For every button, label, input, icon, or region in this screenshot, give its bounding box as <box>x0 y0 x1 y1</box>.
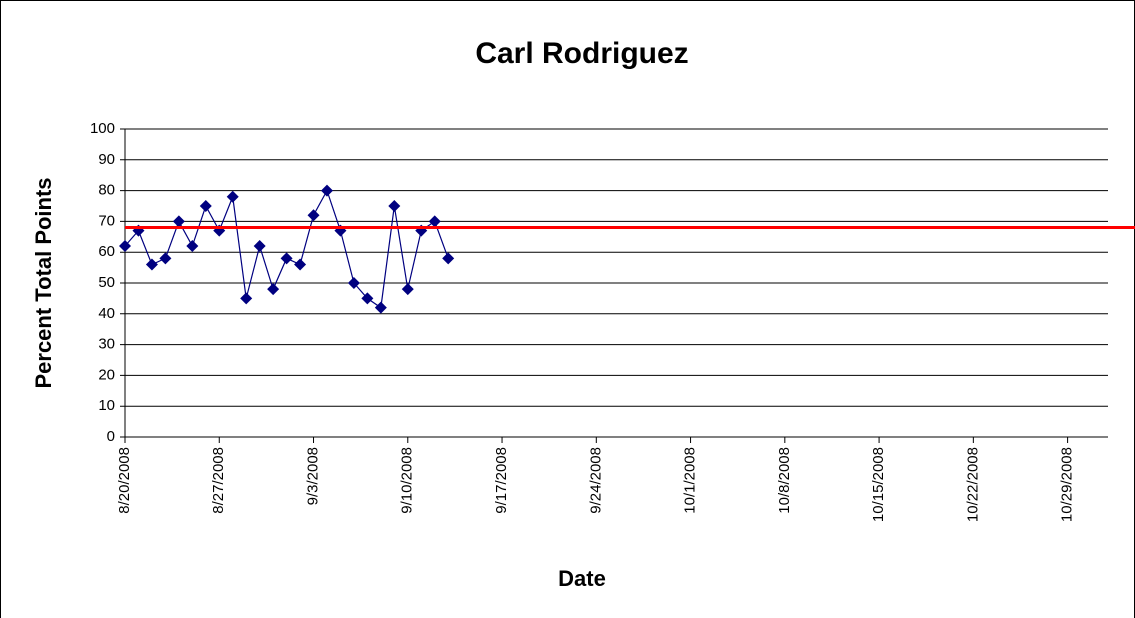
x-tick-label: 10/8/2008 <box>776 447 793 514</box>
x-tick-label: 9/10/2008 <box>399 447 416 514</box>
y-tick-label: 70 <box>98 212 115 229</box>
y-tick-label: 30 <box>98 336 115 353</box>
data-point <box>267 283 280 296</box>
data-point <box>186 240 199 253</box>
data-point <box>388 200 401 212</box>
x-tick-label: 8/27/2008 <box>210 447 227 514</box>
y-tick-label: 90 <box>98 151 115 168</box>
data-point <box>145 258 158 271</box>
data-point <box>361 292 374 305</box>
data-point <box>240 292 253 305</box>
data-point <box>199 200 212 212</box>
y-tick-label: 60 <box>98 243 115 260</box>
y-tick-label: 20 <box>98 366 115 383</box>
data-point <box>401 283 414 296</box>
data-point <box>294 258 307 271</box>
x-tick-label: 8/20/2008 <box>116 447 133 514</box>
y-tick-label: 50 <box>98 274 115 291</box>
x-tick-label: 9/17/2008 <box>493 447 510 514</box>
series-line <box>124 189 449 309</box>
data-point <box>119 240 131 253</box>
data-point <box>374 301 387 314</box>
y-tick-label: 80 <box>98 182 115 199</box>
data-point <box>226 190 239 203</box>
y-axis-label: Percent Total Points <box>31 177 56 388</box>
data-point <box>253 240 266 253</box>
data-point <box>442 252 455 265</box>
x-axis-label: Date <box>558 566 606 591</box>
x-tick-label: 9/3/2008 <box>304 447 321 505</box>
y-tick-label: 40 <box>98 305 115 322</box>
data-point <box>307 209 320 222</box>
data-point <box>320 184 333 197</box>
x-tick-label: 10/22/2008 <box>964 447 981 522</box>
y-tick-label: 0 <box>107 428 115 445</box>
x-tick-label: 9/24/2008 <box>587 447 604 514</box>
data-point <box>347 277 360 289</box>
data-point <box>159 252 172 265</box>
data-point <box>428 215 441 228</box>
chart-title: Carl Rodriguez <box>475 37 688 70</box>
data-point <box>280 252 293 265</box>
data-point <box>172 215 185 228</box>
x-tick-label: 10/29/2008 <box>1059 447 1076 522</box>
x-tick-label: 10/1/2008 <box>682 447 699 514</box>
y-tick-label: 100 <box>90 120 115 137</box>
x-tick-label: 10/15/2008 <box>870 447 887 522</box>
y-tick-label: 10 <box>98 397 115 414</box>
